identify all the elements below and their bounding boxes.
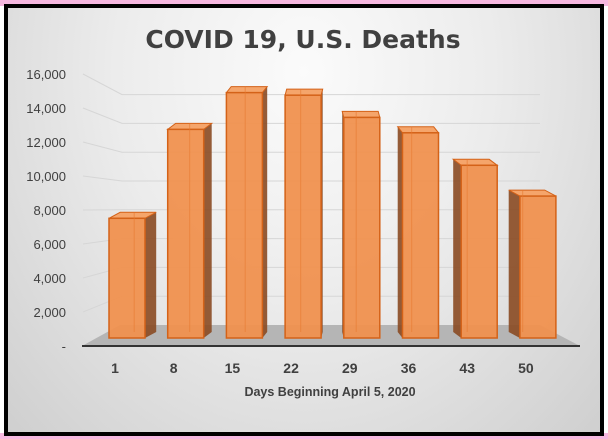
bar-top (396, 126, 440, 134)
chart-title: COVID 19, U.S. Deaths (145, 25, 460, 54)
spreadsheet-background-strip (0, 0, 608, 6)
y-tick-label: 16,000 (26, 67, 66, 82)
x-tick-label: 15 (225, 360, 241, 376)
bar-front (108, 217, 146, 339)
bar-front (284, 94, 322, 339)
bar[interactable] (451, 158, 499, 339)
y-tick-label: 12,000 (26, 135, 66, 150)
bar-front (166, 128, 205, 339)
x-tick-label: 50 (518, 360, 534, 376)
bar[interactable] (341, 110, 381, 339)
y-tick-label: 4,000 (33, 271, 66, 286)
x-tick-label: 43 (459, 360, 475, 376)
bar-top (341, 110, 381, 118)
bar-front (401, 132, 440, 339)
y-tick-label: 10,000 (26, 169, 66, 184)
y-tick-label: - (62, 339, 66, 354)
bar[interactable] (108, 211, 157, 339)
bar-side (453, 159, 462, 338)
gridline (82, 73, 540, 96)
bar-front (343, 116, 381, 339)
bar-side (397, 126, 403, 338)
x-axis-title: Days Beginning April 5, 2020 (244, 385, 415, 399)
bar-top (451, 158, 499, 166)
y-tick-label: 2,000 (33, 305, 66, 320)
bar[interactable] (166, 122, 214, 339)
bar-side (203, 123, 212, 338)
bar-side (262, 86, 268, 339)
y-tick-label: 14,000 (26, 101, 66, 116)
x-tick-label: 29 (342, 360, 358, 376)
bar-front (519, 195, 557, 339)
gridline (82, 107, 540, 124)
x-tick-label: 36 (401, 360, 417, 376)
bar-side (145, 212, 157, 338)
bar-top (225, 86, 269, 94)
bar-side (508, 190, 520, 338)
bar[interactable] (508, 189, 557, 339)
bar[interactable] (396, 126, 440, 339)
x-tick-label: 8 (170, 360, 178, 376)
bar[interactable] (225, 86, 269, 339)
spreadsheet-background-strip (0, 433, 608, 439)
bar-front (225, 91, 264, 339)
x-tick-label: 22 (283, 360, 299, 376)
bar-front (460, 164, 498, 339)
bar[interactable] (284, 88, 324, 339)
chart-floor (82, 325, 580, 346)
bar-top (284, 88, 324, 96)
x-tick-label: 1 (111, 360, 119, 376)
y-tick-label: 8,000 (33, 203, 66, 218)
y-tick-label: 6,000 (33, 237, 66, 252)
